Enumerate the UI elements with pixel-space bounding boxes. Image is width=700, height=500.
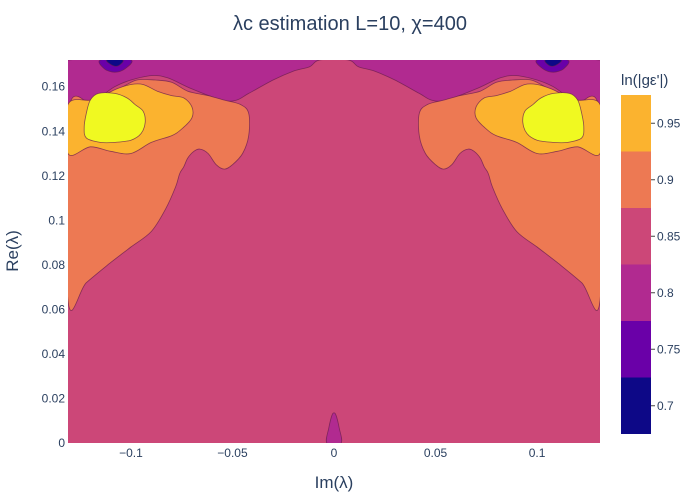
y-tick-label: 0 (58, 436, 65, 450)
colorbar-tick-label: 0.95 (657, 116, 681, 130)
x-axis-title: Im(λ) (315, 473, 354, 492)
y-axis-title: Re(λ) (3, 230, 22, 272)
x-tick-label: 0.05 (424, 446, 448, 460)
colorbar-band (621, 95, 651, 152)
y-tick-label: 0.12 (42, 169, 66, 183)
colorbar-band (621, 377, 651, 434)
colorbar: 0.7 0.75 0.8 0.85 0.9 0.95 (621, 95, 681, 434)
y-tick-label: 0.02 (42, 391, 66, 405)
colorbar-title: ln(|gε'|) (621, 72, 668, 89)
colorbar-tick-label: 0.75 (657, 342, 681, 356)
contour-region-central-spike (325, 412, 343, 443)
colorbar-tick-label: 0.7 (657, 399, 674, 413)
y-tick-label: 0.1 (48, 213, 65, 227)
colorbar-tick-label: 0.85 (657, 229, 681, 243)
contour-region-yellow-left (83, 92, 146, 144)
x-axis-ticks: −0.1 −0.05 0 0.05 0.1 (119, 446, 546, 460)
x-tick-label: 0 (331, 446, 338, 460)
x-tick-label: −0.05 (217, 446, 248, 460)
y-axis-ticks: 0 0.02 0.04 0.06 0.08 0.1 0.12 0.14 0.16 (42, 80, 66, 450)
contour-region-top-darkest-right (544, 60, 563, 67)
colorbar-band (621, 264, 651, 321)
contour-region-yellow-right (522, 92, 585, 144)
x-tick-label: 0.1 (529, 446, 546, 460)
chart-title: λc estimation L=10, χ=400 (233, 13, 467, 35)
y-tick-label: 0.04 (42, 347, 66, 361)
y-tick-label: 0.16 (42, 80, 66, 94)
colorbar-tick-label: 0.8 (657, 286, 674, 300)
colorbar-band (621, 321, 651, 378)
y-tick-label: 0.14 (42, 124, 66, 138)
colorbar-band (621, 208, 651, 265)
contour-region-base (68, 60, 600, 443)
colorbar-band (621, 151, 651, 208)
colorbar-tick-label: 0.9 (657, 173, 674, 187)
contour-region-top-darkest-left (105, 60, 124, 67)
x-tick-label: −0.1 (119, 446, 143, 460)
y-tick-label: 0.06 (42, 302, 66, 316)
y-tick-label: 0.08 (42, 258, 66, 272)
plot-area[interactable] (28, 54, 641, 445)
